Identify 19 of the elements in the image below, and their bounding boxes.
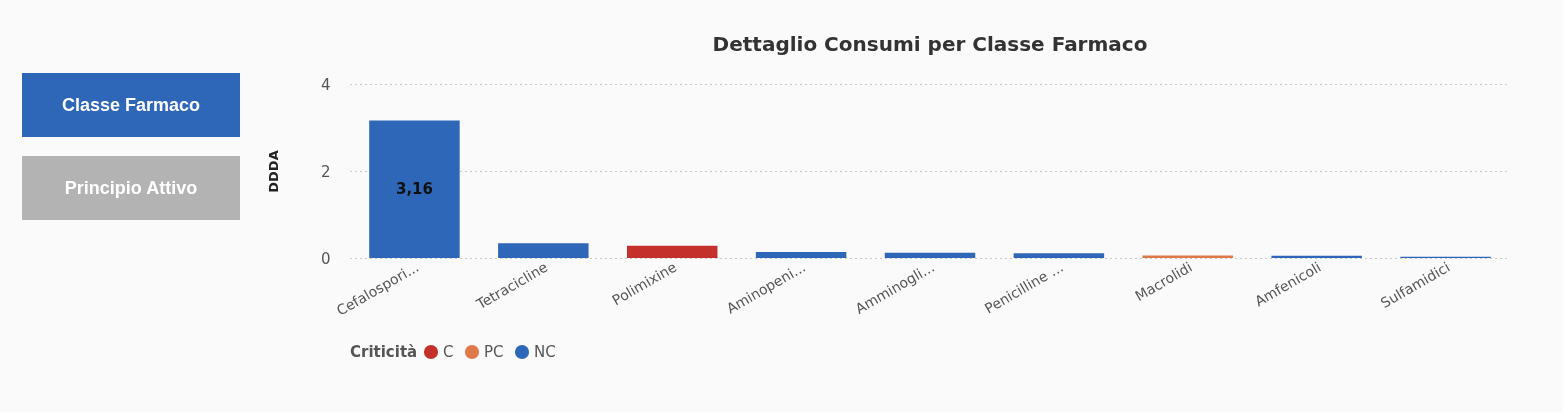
bar: [884, 252, 976, 258]
data-label: 3,16: [395, 180, 433, 199]
y-axis-title: DDDA: [265, 150, 281, 193]
chart-title: Dettaglio Consumi per Classe Farmaco: [712, 32, 1148, 56]
bar: [626, 245, 718, 258]
button[interactable]: Classe Farmaco: [22, 73, 240, 137]
bar: [1142, 255, 1234, 258]
y-tick-label: 2: [320, 162, 331, 181]
bar: [1271, 255, 1362, 258]
legend-label: C: [443, 343, 454, 361]
legend-label: NC: [534, 343, 556, 361]
bar: [755, 251, 847, 258]
bar: [498, 243, 589, 258]
y-tick-label: 0: [320, 249, 331, 268]
bar: [1013, 253, 1105, 258]
y-tick-label: 4: [320, 75, 331, 94]
bar: [369, 120, 460, 258]
legend-title: Criticità: [350, 343, 418, 361]
legend-label: PC: [484, 343, 504, 361]
